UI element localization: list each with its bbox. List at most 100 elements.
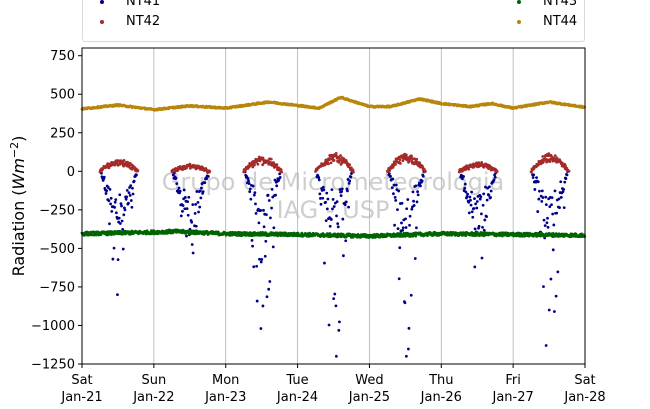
point-nt41	[544, 195, 548, 199]
point-nt41	[121, 247, 125, 251]
point-nt41	[248, 190, 252, 194]
point-nt41	[558, 206, 561, 210]
x-tick-label-day: Sat	[71, 373, 92, 388]
point-nt41	[337, 328, 341, 332]
point-nt41	[478, 197, 482, 201]
point-nt41	[348, 179, 352, 183]
point-nt42	[548, 160, 552, 164]
point-nt41	[493, 175, 497, 179]
point-nt41	[201, 190, 205, 193]
point-nt41	[327, 323, 331, 327]
point-nt41	[252, 265, 256, 269]
point-nt42	[530, 170, 533, 174]
point-nt41	[111, 257, 115, 261]
point-nt41	[410, 207, 414, 211]
point-nt42	[415, 157, 419, 161]
point-nt41	[253, 191, 257, 195]
point-nt41	[108, 188, 112, 191]
point-nt41	[118, 193, 122, 197]
point-nt41	[475, 206, 479, 210]
y-tick-label: −250	[39, 203, 75, 218]
point-nt42	[418, 161, 422, 165]
point-nt41	[119, 202, 123, 206]
x-tick-label-date: Jan-26	[420, 390, 462, 405]
point-nt41	[415, 226, 418, 230]
point-nt41	[102, 175, 106, 179]
point-nt41	[335, 214, 338, 218]
point-nt42	[564, 164, 567, 168]
point-nt41	[406, 198, 410, 201]
point-nt41	[198, 189, 202, 193]
point-nt41	[412, 199, 415, 203]
point-nt41	[409, 293, 413, 297]
watermark-line-1: Grupo de Micrometeorologia	[162, 168, 504, 196]
point-nt41	[125, 195, 129, 199]
point-nt41	[477, 224, 481, 228]
point-nt41	[484, 185, 487, 189]
point-nt41	[326, 197, 330, 201]
point-nt41	[346, 189, 349, 193]
point-nt41	[247, 182, 251, 185]
point-nt41	[108, 222, 111, 226]
data-points	[80, 95, 587, 358]
point-nt42	[188, 162, 192, 166]
point-nt41	[408, 214, 412, 218]
x-tick-label-day: Fri	[505, 373, 521, 388]
point-nt41	[549, 277, 553, 281]
point-nt41	[551, 212, 555, 216]
point-nt41	[536, 180, 540, 184]
point-nt41	[340, 190, 344, 193]
legend-label: NT43	[543, 0, 578, 9]
point-nt42	[547, 152, 551, 156]
point-nt41	[259, 208, 263, 212]
point-nt41	[404, 354, 408, 358]
point-nt41	[559, 196, 563, 199]
point-nt41	[485, 215, 488, 219]
point-nt41	[264, 213, 268, 217]
point-nt41	[324, 219, 328, 223]
point-nt41	[481, 225, 484, 229]
point-nt41	[331, 207, 334, 211]
point-nt42	[332, 159, 336, 162]
point-nt41	[465, 195, 469, 198]
point-nt41	[272, 226, 276, 230]
point-nt41	[336, 225, 340, 229]
point-nt41	[252, 193, 256, 197]
point-nt42	[261, 156, 265, 160]
y-axis: −1250 −1000 −750 −500 −250 0 250 500 750	[31, 49, 82, 373]
point-nt41	[336, 222, 340, 226]
point-nt41	[545, 221, 549, 225]
point-nt41	[110, 210, 114, 213]
point-nt42	[327, 162, 330, 166]
point-nt41	[129, 184, 133, 188]
point-nt41	[333, 292, 337, 296]
y-tick-label: −750	[39, 280, 75, 295]
point-nt41	[121, 228, 125, 231]
point-nt42	[334, 151, 338, 155]
point-nt41	[185, 207, 189, 211]
point-nt41	[473, 197, 476, 201]
point-nt41	[255, 264, 259, 268]
point-nt41	[323, 261, 326, 265]
point-nt41	[318, 192, 322, 196]
point-nt41	[392, 192, 395, 196]
point-nt41	[544, 344, 548, 347]
point-nt42	[251, 165, 255, 169]
point-nt42	[404, 153, 408, 157]
point-nt42	[329, 157, 333, 161]
point-nt41	[274, 193, 277, 197]
point-nt41	[407, 326, 411, 330]
point-nt41	[321, 196, 325, 200]
point-nt41	[174, 176, 178, 180]
point-nt41	[463, 186, 467, 190]
point-nt41	[397, 189, 400, 193]
point-nt41	[565, 173, 569, 177]
point-nt42	[352, 170, 355, 174]
point-nt42	[208, 169, 212, 173]
point-nt42	[409, 157, 413, 161]
point-nt41	[321, 185, 325, 189]
point-nt41	[248, 187, 252, 191]
point-nt41	[542, 218, 546, 222]
point-nt41	[532, 173, 536, 177]
